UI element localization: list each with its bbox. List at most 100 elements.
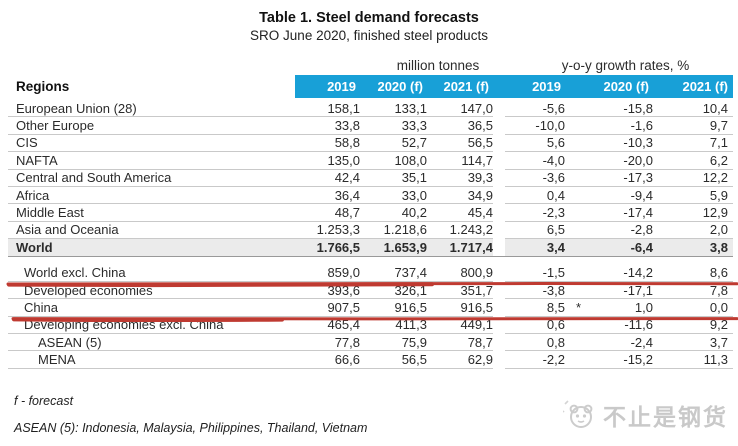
column-gap (493, 134, 505, 153)
column-gap (493, 186, 505, 205)
value-cell: 56,5 (360, 351, 427, 369)
value-cell: -15,2 (565, 351, 653, 369)
column-gap (493, 264, 505, 282)
value-cell: -1,6 (565, 117, 653, 135)
value-cell: -1,5 (505, 265, 565, 282)
column-gap (493, 100, 505, 118)
table-row: European Union (28) 158,1 133,1 147,0 -5,6 -1… (8, 100, 733, 118)
value-cell: 12,9 (653, 204, 733, 222)
column-gap (493, 169, 505, 187)
column-gap (493, 221, 505, 240)
region-name: Other Europe (8, 117, 295, 135)
column-group-header-row: million tonnes y-o-y growth rates, % (8, 54, 733, 74)
year-header-tonnes-2020f: 2020 (f) (360, 75, 427, 98)
column-gap (493, 334, 505, 352)
region-name: World (8, 239, 295, 257)
value-cell: 6,5 (505, 222, 565, 240)
table-row: Asia and Oceania 1.253,3 1.218,6 1.243,2 6,5… (8, 221, 733, 240)
column-gap (493, 152, 505, 170)
group-header-million-tonnes: million tonnes (396, 58, 480, 73)
value-cell: -3,6 (505, 170, 565, 187)
region-name: NAFTA (8, 152, 295, 170)
value-cell: -10,0 (505, 117, 565, 135)
value-cell: 1.218,6 (360, 222, 427, 240)
footnotes: f - forecast ASEAN (5): Indonesia, Malay… (14, 394, 367, 446)
value-cell: 5,9 (653, 187, 733, 205)
value-cell: 114,7 (427, 152, 493, 170)
column-gap (493, 351, 505, 369)
value-cell: 66,6 (295, 351, 360, 369)
value-cell: 3,7 (653, 334, 733, 352)
watermark: 不止是钢货 (563, 398, 728, 432)
column-gap (493, 239, 505, 257)
table-row: Developed economies 393,6 326,1 351,7 -3,8 -1… (8, 281, 733, 300)
value-cell: 0,8 (505, 334, 565, 352)
value-cell: 147,0 (427, 100, 493, 118)
value-cell: 11,3 (653, 351, 733, 369)
column-gap (493, 316, 505, 335)
value-cell: 36,5 (427, 117, 493, 135)
value-cell: 10,4 (653, 100, 733, 118)
value-cell: 56,5 (427, 135, 493, 153)
region-name: Middle East (8, 204, 295, 222)
value-cell: 7,1 (653, 135, 733, 153)
column-gap (493, 117, 505, 135)
value-cell: 0,6 (505, 317, 565, 335)
table-row: World excl. China 859,0 737,4 800,9 -1,5 -14,… (8, 264, 733, 282)
region-name: CIS (8, 135, 295, 153)
region-name: Asia and Oceania (8, 222, 295, 240)
table-row: China 907,5 916,5 916,5 8,5 * 1,0 0,0 (8, 299, 733, 317)
value-cell: 33,0 (360, 187, 427, 205)
value-cell: 1.653,9 (360, 239, 427, 257)
value-cell: 907,5 (295, 299, 360, 317)
value-cell: 800,9 (427, 265, 493, 282)
region-name: Africa (8, 187, 295, 205)
value-cell: -2,4 (565, 334, 653, 352)
value-cell: 42,4 (295, 170, 360, 187)
value-cell: 58,8 (295, 135, 360, 153)
region-name: MENA (8, 351, 295, 369)
document-subtitle: SRO June 2020, finished steel products (250, 28, 488, 43)
value-cell: 33,3 (360, 117, 427, 135)
value-cell: 3,8 (653, 239, 733, 257)
value-cell: 411,3 (360, 317, 427, 335)
year-header-growth-2021f: 2021 (f) (653, 75, 733, 98)
table-row: NAFTA 135,0 108,0 114,7 -4,0 -20,0 6,2 (8, 152, 733, 170)
column-gap (493, 204, 505, 222)
group-header-growth-rates: y-o-y growth rates, % (561, 58, 690, 73)
table-row: ASEAN (5) 77,8 75,9 78,7 0,8 -2,4 3,7 (8, 334, 733, 352)
region-name: World excl. China (8, 265, 295, 282)
value-cell: 326,1 (360, 282, 427, 300)
value-cell: 77,8 (295, 334, 360, 352)
value-cell: -15,8 (565, 100, 653, 118)
value-cell: 12,2 (653, 170, 733, 187)
footnote-asean: ASEAN (5): Indonesia, Malaysia, Philippi… (14, 421, 368, 435)
value-cell: -17,4 (565, 204, 653, 222)
value-cell: 1.717,4 (427, 239, 493, 257)
value-cell: 7,8 (653, 282, 733, 300)
value-cell: 35,1 (360, 170, 427, 187)
table-row: Developing economies excl. China 465,4 411… (8, 316, 733, 335)
table-row: CIS 58,8 52,7 56,5 5,6 -10,3 7,1 (8, 134, 733, 153)
value-cell: 75,9 (360, 334, 427, 352)
value-cell: 0,4 (505, 187, 565, 205)
value-cell: -4,0 (505, 152, 565, 170)
region-name: Developed economies (8, 282, 295, 300)
value-cell: 1.766,5 (295, 239, 360, 257)
column-gap (493, 299, 505, 317)
value-cell: -5,6 (505, 100, 565, 118)
section-gap (8, 257, 733, 265)
value-cell: 9,7 (653, 117, 733, 135)
year-header-growth-2019: 2019 (505, 75, 565, 98)
value-cell: -14,2 (565, 265, 653, 282)
value-cell: 133,1 (360, 100, 427, 118)
value-cell: 78,7 (427, 334, 493, 352)
forecast-table: million tonnes y-o-y growth rates, % Reg… (8, 54, 733, 369)
value-cell: 33,8 (295, 117, 360, 135)
value-cell: 9,2 (653, 317, 733, 335)
region-name: China (8, 299, 295, 317)
year-header-tonnes-2019: 2019 (295, 75, 360, 98)
value-cell: 737,4 (360, 265, 427, 282)
